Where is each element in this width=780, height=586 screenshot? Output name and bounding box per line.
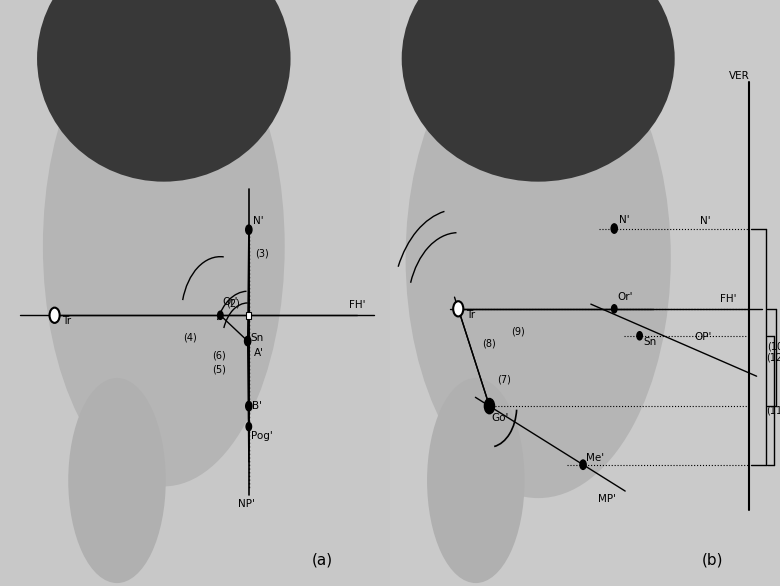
Text: Tr: Tr	[466, 309, 475, 320]
Circle shape	[50, 308, 60, 323]
Text: N': N'	[619, 215, 629, 226]
Text: B': B'	[252, 401, 262, 411]
Circle shape	[246, 401, 252, 411]
Ellipse shape	[69, 378, 165, 583]
Text: (10): (10)	[768, 342, 780, 352]
Text: (4): (4)	[183, 332, 197, 343]
Text: Or': Or'	[618, 292, 633, 302]
Circle shape	[246, 225, 252, 234]
Text: (3): (3)	[254, 248, 268, 258]
Text: FH': FH'	[349, 299, 366, 310]
Text: Tr: Tr	[62, 316, 72, 326]
Circle shape	[612, 305, 617, 313]
Circle shape	[612, 224, 618, 233]
Text: (11): (11)	[766, 406, 780, 416]
Bar	[246, 312, 251, 319]
Text: (a): (a)	[312, 552, 333, 567]
Circle shape	[484, 398, 495, 414]
Ellipse shape	[406, 18, 671, 498]
Text: (7): (7)	[498, 374, 511, 385]
Text: (9): (9)	[511, 326, 525, 336]
Text: (b): (b)	[702, 552, 724, 567]
Text: (5): (5)	[212, 364, 226, 374]
Text: Sn: Sn	[644, 336, 657, 347]
Text: Me': Me'	[587, 452, 604, 463]
Text: (12): (12)	[766, 352, 780, 363]
Circle shape	[218, 311, 223, 319]
Circle shape	[453, 301, 463, 316]
Text: (8): (8)	[482, 339, 496, 349]
Circle shape	[246, 423, 251, 431]
Circle shape	[636, 332, 643, 340]
Text: Or': Or'	[222, 297, 238, 308]
Text: N': N'	[253, 216, 264, 226]
Text: (6): (6)	[212, 350, 226, 361]
Text: (2): (2)	[226, 298, 240, 309]
Text: VER: VER	[729, 71, 750, 81]
Circle shape	[244, 336, 251, 346]
Text: NP': NP'	[239, 499, 255, 509]
Text: MP': MP'	[597, 493, 616, 504]
Text: Sn: Sn	[251, 333, 264, 343]
Text: A': A'	[254, 347, 264, 358]
Circle shape	[580, 460, 587, 469]
Text: N': N'	[700, 216, 711, 226]
Ellipse shape	[37, 0, 290, 182]
Text: FH': FH'	[719, 294, 736, 304]
Text: Pog': Pog'	[251, 431, 272, 441]
Text: Go': Go'	[491, 413, 509, 423]
Ellipse shape	[43, 6, 285, 486]
Ellipse shape	[427, 378, 524, 583]
Ellipse shape	[402, 0, 675, 182]
Text: OP': OP'	[694, 332, 711, 342]
